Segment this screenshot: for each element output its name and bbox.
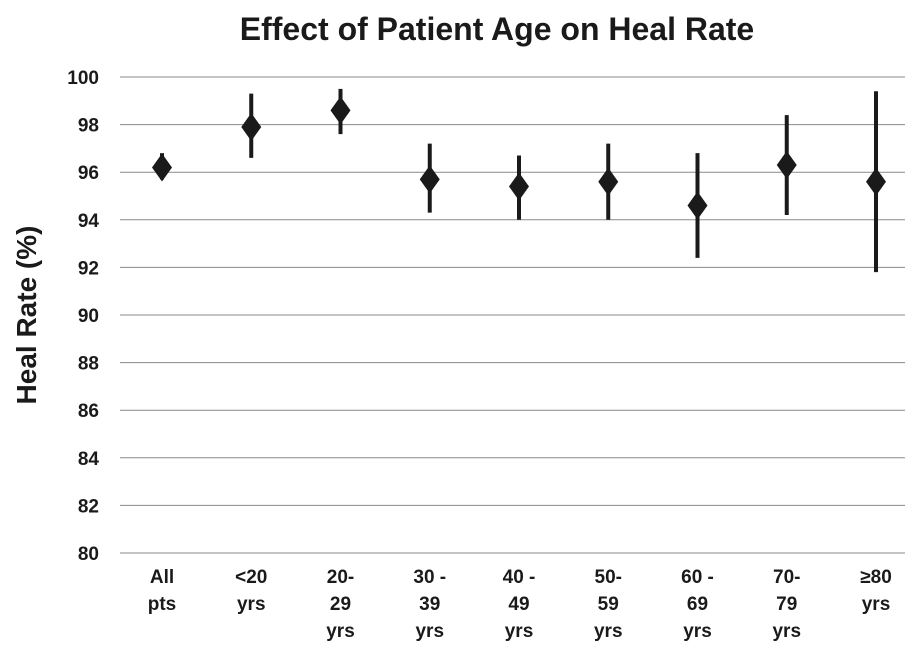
data-point-diamond <box>419 165 440 194</box>
data-point-diamond <box>776 151 797 180</box>
x-tick-label-line: yrs <box>237 594 266 615</box>
x-tick-label-line: 29 <box>330 594 351 615</box>
y-tick-label: 98 <box>78 116 99 137</box>
x-tick-label-line: 69 <box>687 594 708 615</box>
x-tick-label: 60 - 69 yrs <box>681 567 714 642</box>
x-tick-label-line: yrs <box>683 621 712 642</box>
x-tick-label-line: 79 <box>776 594 797 615</box>
data-point-diamond <box>687 191 708 220</box>
x-tick-label-line: All <box>150 567 174 588</box>
x-tick-label: <20 yrs <box>235 567 267 615</box>
y-axis-label: Heal Rate (%) <box>11 226 42 405</box>
x-tick-label-line: pts <box>148 594 177 615</box>
x-tick-label-line: yrs <box>862 594 891 615</box>
x-tick-label-line: yrs <box>594 621 623 642</box>
x-tick-label-line: 40 - <box>503 567 536 588</box>
y-axis-ticks: 80 82 84 86 88 90 92 94 96 98 100 <box>67 68 99 565</box>
data-point-diamond <box>866 167 886 196</box>
y-tick-label: 100 <box>67 68 99 89</box>
y-tick-label: 86 <box>78 401 99 422</box>
x-tick-label: ≥80 yrs <box>860 567 892 615</box>
data-points <box>152 96 886 220</box>
x-tick-label-line: yrs <box>505 621 534 642</box>
x-tick-label-line: 39 <box>419 594 440 615</box>
y-tick-label: 88 <box>78 354 99 375</box>
x-tick-label-line: 70- <box>773 567 800 588</box>
data-point-diamond <box>330 96 351 125</box>
x-tick-label: 40 - 49 yrs <box>503 567 536 642</box>
data-point-diamond <box>598 167 619 196</box>
x-tick-label: All pts <box>148 567 177 615</box>
x-tick-label: 70- 79 yrs <box>772 567 801 642</box>
x-tick-label-line: 60 - <box>681 567 714 588</box>
y-tick-label: 90 <box>78 306 99 327</box>
data-point-diamond <box>241 112 262 141</box>
x-tick-label-line: yrs <box>326 621 355 642</box>
data-point-diamond <box>509 172 529 201</box>
chart-title: Effect of Patient Age on Heal Rate <box>240 11 754 47</box>
y-tick-label: 96 <box>78 163 99 184</box>
x-tick-label-line: 50- <box>595 567 622 588</box>
gridlines <box>120 76 905 554</box>
y-tick-label: 84 <box>78 449 100 470</box>
x-tick-label-line: yrs <box>415 621 444 642</box>
x-tick-label: 50- 59 yrs <box>594 567 623 642</box>
x-tick-label-line: 30 - <box>413 567 446 588</box>
x-tick-label-line: ≥80 <box>860 567 892 588</box>
x-tick-label-line: 20- <box>327 567 354 588</box>
y-tick-label: 82 <box>78 496 99 517</box>
x-tick-label-line: 59 <box>598 594 619 615</box>
x-tick-label: 20- 29 yrs <box>326 567 355 642</box>
y-tick-label: 80 <box>78 544 99 565</box>
y-tick-label: 92 <box>78 258 99 279</box>
x-tick-label-line: <20 <box>235 567 267 588</box>
x-tick-label-line: yrs <box>772 621 801 642</box>
x-tick-label-line: 49 <box>508 594 529 615</box>
data-point-diamond <box>152 153 172 182</box>
y-tick-label: 94 <box>78 211 100 232</box>
x-tick-label: 30 - 39 yrs <box>413 567 446 642</box>
